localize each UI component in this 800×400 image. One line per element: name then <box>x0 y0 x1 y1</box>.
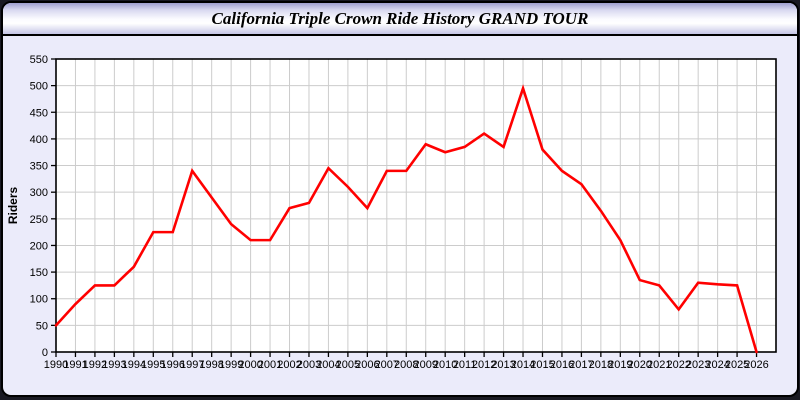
y-axis-tick-label: 450 <box>30 107 48 119</box>
x-axis-tick-label: 2009 <box>413 359 437 371</box>
x-axis-tick-label: 2000 <box>238 359 262 371</box>
riders-line-series <box>54 84 758 354</box>
y-axis-tick-label: 50 <box>36 320 48 332</box>
plot-background <box>56 59 776 352</box>
x-axis-tick-label: 2016 <box>550 359 574 371</box>
x-axis-tick-label: 1997 <box>180 359 204 371</box>
x-axis-tick-label: 2024 <box>705 359 729 371</box>
x-axis-tick-label: 2019 <box>608 359 632 371</box>
x-axis-tick-label: 1994 <box>122 359 146 371</box>
x-axis-tick-label: 2011 <box>453 359 477 371</box>
x-axis-tick-label: 1998 <box>199 359 223 371</box>
plot-border <box>55 58 777 353</box>
x-axis-tick-label: 1991 <box>63 359 87 371</box>
y-axis-tick-label: 500 <box>30 81 48 93</box>
y-axis-tick-label: 200 <box>30 240 48 252</box>
y-axis-tick-label: 100 <box>30 294 48 306</box>
y-axis-tick-label: 550 <box>30 54 48 66</box>
x-axis-tick-label: 1993 <box>102 359 126 371</box>
x-axis-tick-label: 2023 <box>686 359 710 371</box>
x-axis-tick-label: 2003 <box>297 359 321 371</box>
chart-area: 0 50 100 150 200 250 300 350 400 450 500 550 1990 199… <box>3 36 797 395</box>
x-axis-tick-label: 2013 <box>491 359 515 371</box>
x-axis-tick-label: 2007 <box>375 359 399 371</box>
y-axis-title: Riders <box>6 187 20 225</box>
y-axis-tick-label: 350 <box>30 161 48 173</box>
chart-title-bar: California Triple Crown Ride History GRA… <box>3 3 797 36</box>
x-axis-tick-label: 2001 <box>258 359 282 371</box>
x-axis-tick-label: 2026 <box>744 359 768 371</box>
y-axis-tick-label: 0 <box>42 347 48 359</box>
x-axis-tick-label: 1996 <box>161 359 185 371</box>
x-axis-tick-label: 2017 <box>569 359 593 371</box>
x-axis-tick-label: 1990 <box>44 359 68 371</box>
x-axis-tick-label: 1995 <box>141 359 165 371</box>
x-axis-tick-label: 2015 <box>530 359 554 371</box>
x-axis-tick-label: 2004 <box>316 359 340 371</box>
x-axis-tick-label: 2008 <box>394 359 418 371</box>
x-axis-tick-label: 2014 <box>511 359 535 371</box>
y-axis-tick-label: 300 <box>30 187 48 199</box>
x-axis-tick-label: 1999 <box>219 359 243 371</box>
x-axis-tick-label: 2005 <box>336 359 360 371</box>
y-axis-tick-label: 150 <box>30 267 48 279</box>
x-axis-tick-label: 2012 <box>472 359 496 371</box>
x-axis-tick-label: 2021 <box>647 359 671 371</box>
x-axis-tick-label: 2006 <box>355 359 379 371</box>
x-axis-tick-label: 2025 <box>725 359 749 371</box>
x-axis-tick-label: 2002 <box>277 359 301 371</box>
x-axis-tick-label: 2022 <box>666 359 690 371</box>
x-axis-tick-label: 2020 <box>628 359 652 371</box>
y-axis-tick-label: 250 <box>30 214 48 226</box>
x-axis-tick-label: 1992 <box>83 359 107 371</box>
y-axis-tick-label: 400 <box>30 134 48 146</box>
ride-history-line-chart: 0501001502002503003504004505005501990199… <box>6 54 777 371</box>
x-axis-tick-label: 2010 <box>433 359 457 371</box>
chart-title: California Triple Crown Ride History GRA… <box>211 8 589 28</box>
x-axis-tick-label: 2018 <box>589 359 613 371</box>
